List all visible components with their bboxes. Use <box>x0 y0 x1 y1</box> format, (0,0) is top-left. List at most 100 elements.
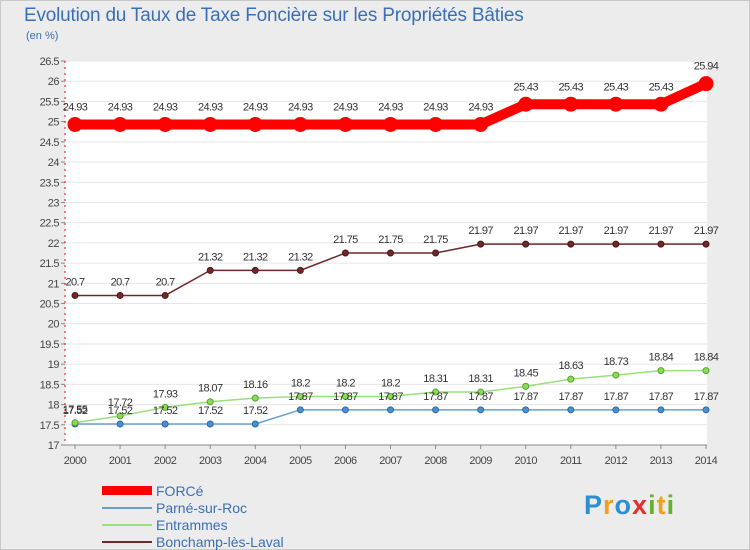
data-label-forc-: 25.43 <box>559 81 584 93</box>
legend-swatch <box>102 486 152 495</box>
data-point-entrammes <box>206 398 214 406</box>
y-tick-label: 17.5 <box>40 420 60 432</box>
data-point-bonchamp-l-s-laval <box>116 291 124 299</box>
legend-item-parne-sur-roc: Parné-sur-Roc <box>102 499 284 516</box>
data-point-bonchamp-l-s-laval <box>251 266 259 274</box>
data-point-parn-sur-roc <box>432 406 440 414</box>
legend-label: Entrammes <box>156 516 228 533</box>
data-point-parn-sur-roc <box>161 420 169 428</box>
data-label-forc-: 24.93 <box>108 101 133 113</box>
x-tick-label: 2000 <box>64 455 87 467</box>
data-point-forc- <box>202 116 218 132</box>
data-label-bonchamp-l-s-laval: 21.97 <box>559 225 584 237</box>
data-label-entrammes: 18.07 <box>198 383 223 395</box>
data-point-entrammes <box>567 375 575 383</box>
data-label-parn-sur-roc: 17.87 <box>513 391 538 403</box>
y-tick-label: 17 <box>48 440 60 452</box>
data-point-bonchamp-l-s-laval <box>161 291 169 299</box>
data-point-parn-sur-roc <box>522 406 530 414</box>
data-label-parn-sur-roc: 17.87 <box>468 391 493 403</box>
data-point-entrammes <box>612 371 620 379</box>
x-tick-label: 2005 <box>289 455 312 467</box>
x-tick-label: 2007 <box>379 455 402 467</box>
data-point-forc- <box>518 96 534 112</box>
data-label-bonchamp-l-s-laval: 21.97 <box>649 225 674 237</box>
data-label-forc-: 24.93 <box>333 101 358 113</box>
legend-item-entrammes: Entrammes <box>102 516 284 533</box>
data-label-entrammes: 18.31 <box>423 373 448 385</box>
chart-subtitle: (en %) <box>26 30 59 42</box>
data-point-entrammes <box>702 367 710 375</box>
data-label-forc-: 25.43 <box>604 81 629 93</box>
data-label-parn-sur-roc: 17.52 <box>198 405 223 417</box>
y-tick-label: 23 <box>48 197 60 209</box>
data-label-parn-sur-roc: 17.87 <box>694 391 719 403</box>
data-point-parn-sur-roc <box>702 406 710 414</box>
data-point-bonchamp-l-s-laval <box>341 249 349 257</box>
data-point-entrammes <box>116 412 124 420</box>
data-point-parn-sur-roc <box>657 406 665 414</box>
data-label-forc-: 24.93 <box>63 101 88 113</box>
data-label-entrammes: 18.2 <box>336 377 355 389</box>
data-label-forc-: 24.93 <box>378 101 403 113</box>
y-tick-label: 20.5 <box>40 299 60 311</box>
data-label-forc-: 24.93 <box>288 101 313 113</box>
data-label-parn-sur-roc: 17.52 <box>63 405 88 417</box>
data-label-forc-: 25.43 <box>649 81 674 93</box>
data-label-forc-: 25.94 <box>694 61 719 73</box>
data-point-entrammes <box>387 392 394 400</box>
data-label-forc-: 24.93 <box>468 101 493 113</box>
data-label-parn-sur-roc: 17.87 <box>559 391 584 403</box>
data-point-forc- <box>157 116 173 132</box>
y-tick-label: 21 <box>48 278 60 290</box>
data-label-entrammes: 18.31 <box>468 373 493 385</box>
x-tick-label: 2011 <box>560 455 582 467</box>
data-label-forc-: 24.93 <box>243 101 268 113</box>
data-point-entrammes <box>432 388 440 396</box>
data-point-bonchamp-l-s-laval <box>71 291 79 299</box>
data-label-parn-sur-roc: 17.52 <box>243 405 268 417</box>
data-point-bonchamp-l-s-laval <box>296 266 304 274</box>
y-tick-label: 18 <box>48 400 60 412</box>
data-label-forc-: 25.43 <box>513 81 538 93</box>
legend-label: Bonchamp-lès-Laval <box>156 533 284 550</box>
data-point-bonchamp-l-s-laval <box>206 266 214 274</box>
legend-item-bonchamp-les-laval: Bonchamp-lès-Laval <box>102 533 284 550</box>
data-point-parn-sur-roc <box>612 406 620 414</box>
data-label-bonchamp-l-s-laval: 20.7 <box>156 276 175 288</box>
data-point-forc- <box>608 96 624 112</box>
y-tick-label: 25.5 <box>40 96 60 108</box>
data-label-parn-sur-roc: 17.87 <box>288 391 313 403</box>
data-point-bonchamp-l-s-laval <box>612 240 620 248</box>
data-point-parn-sur-roc <box>387 406 394 414</box>
data-point-entrammes <box>657 367 665 375</box>
y-tick-label: 26 <box>48 76 60 88</box>
data-point-forc- <box>247 116 263 132</box>
data-point-bonchamp-l-s-laval <box>432 249 440 257</box>
y-tick-label: 24 <box>48 157 60 169</box>
data-label-bonchamp-l-s-laval: 21.97 <box>513 225 538 237</box>
data-label-entrammes: 18.45 <box>513 367 538 379</box>
data-label-bonchamp-l-s-laval: 21.97 <box>604 225 629 237</box>
data-point-entrammes <box>296 392 304 400</box>
data-point-entrammes <box>522 382 530 390</box>
data-label-parn-sur-roc: 17.87 <box>333 391 358 403</box>
x-tick-label: 2004 <box>244 455 267 467</box>
data-label-parn-sur-roc: 17.87 <box>604 391 629 403</box>
x-tick-label: 2014 <box>695 455 718 467</box>
y-tick-label: 20 <box>48 319 60 331</box>
data-label-bonchamp-l-s-laval: 21.32 <box>243 251 268 263</box>
data-point-entrammes <box>341 392 349 400</box>
data-point-entrammes <box>71 419 79 427</box>
data-point-forc- <box>473 116 489 132</box>
y-tick-label: 22 <box>48 238 60 250</box>
x-tick-label: 2003 <box>199 455 222 467</box>
data-label-parn-sur-roc: 17.52 <box>153 405 178 417</box>
data-point-bonchamp-l-s-laval <box>702 240 710 248</box>
data-point-parn-sur-roc <box>206 420 214 428</box>
y-tick-label: 21.5 <box>40 258 60 270</box>
data-point-bonchamp-l-s-laval <box>477 240 485 248</box>
data-point-bonchamp-l-s-laval <box>522 240 530 248</box>
data-label-bonchamp-l-s-laval: 20.7 <box>65 276 84 288</box>
data-point-parn-sur-roc <box>116 420 124 428</box>
